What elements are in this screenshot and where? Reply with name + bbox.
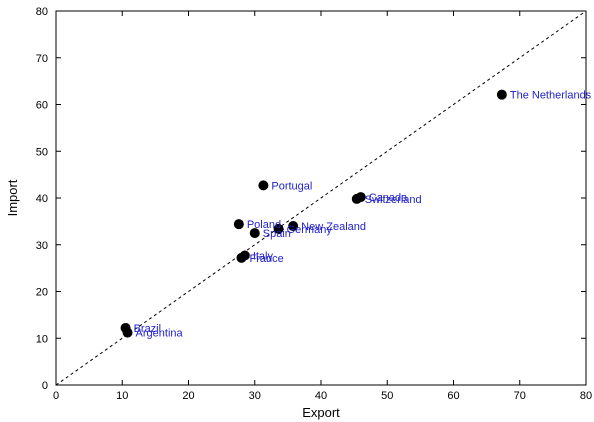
point-label: Italy <box>253 251 274 263</box>
data-point <box>236 252 247 263</box>
x-tick-label: 20 <box>182 390 194 402</box>
point-label: Canada <box>369 192 408 204</box>
point-label: The Netherlands <box>510 90 592 102</box>
data-point <box>122 327 133 338</box>
x-tick-label: 0 <box>53 390 59 402</box>
x-tick-label: 70 <box>514 390 526 402</box>
reference-line <box>55 10 587 386</box>
y-tick-label: 40 <box>36 193 48 205</box>
data-point <box>496 89 507 100</box>
point-label: Brazil <box>134 323 162 335</box>
x-tick-label: 80 <box>580 390 592 402</box>
y-tick-label: 10 <box>36 333 48 345</box>
x-tick-label: 60 <box>447 390 459 402</box>
y-tick-label: 20 <box>36 287 48 299</box>
point-label: Germany <box>287 224 333 236</box>
y-tick-label: 60 <box>36 100 48 112</box>
x-axis-label: Export <box>302 405 340 420</box>
data-point <box>233 219 244 230</box>
x-tick-label: 30 <box>249 390 261 402</box>
point-label: Poland <box>247 219 281 231</box>
data-point <box>258 180 269 191</box>
y-tick-label: 30 <box>36 240 48 252</box>
x-tick-label: 10 <box>116 390 128 402</box>
point-label: New Zealand <box>301 221 366 233</box>
data-point <box>273 223 284 234</box>
x-tick-label: 50 <box>381 390 393 402</box>
x-tick-label: 40 <box>315 390 327 402</box>
data-point <box>249 228 260 239</box>
y-axis-label: Import <box>5 179 20 216</box>
data-point <box>351 193 362 204</box>
y-tick-label: 80 <box>36 6 48 18</box>
y-tick-label: 70 <box>36 53 48 65</box>
point-label: France <box>250 253 284 265</box>
y-tick-label: 50 <box>36 146 48 158</box>
point-label: Portugal <box>271 180 312 192</box>
point-label: Spain <box>263 228 291 240</box>
data-point <box>288 221 299 232</box>
y-tick-label: 0 <box>42 380 48 392</box>
point-label: Argentina <box>136 328 184 340</box>
point-label: Switzerland <box>365 194 422 206</box>
